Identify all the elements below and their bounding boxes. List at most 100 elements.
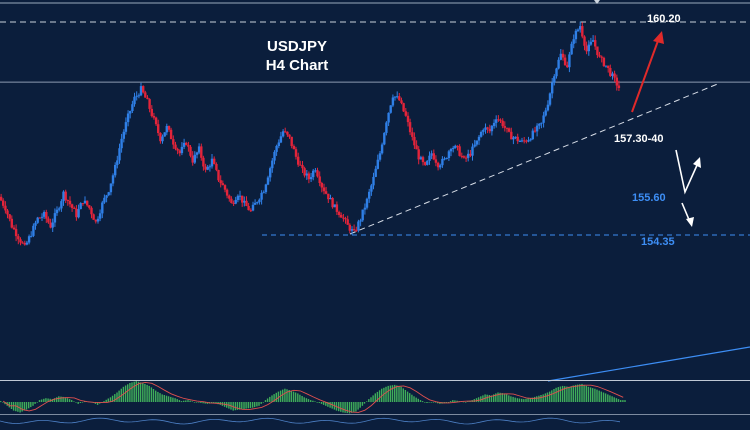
candle-body bbox=[294, 149, 298, 157]
chart-subtitle: H4 Chart bbox=[266, 57, 329, 74]
oscillator-bar bbox=[254, 402, 256, 408]
candle-body bbox=[503, 126, 506, 128]
oscillator-bar bbox=[602, 392, 605, 402]
oscillator-bar bbox=[8, 402, 10, 408]
candle-body bbox=[574, 30, 578, 40]
candle-body bbox=[443, 158, 446, 160]
candle-body bbox=[118, 148, 121, 161]
candle-body bbox=[591, 40, 595, 42]
oscillator-bar bbox=[148, 385, 150, 402]
candle-body bbox=[225, 189, 229, 196]
oscillator-bar bbox=[260, 402, 262, 404]
candle-body bbox=[19, 239, 22, 243]
candle-body bbox=[159, 133, 162, 142]
oscillator-bar bbox=[404, 390, 407, 402]
candle-body bbox=[557, 59, 560, 69]
oscillator-bar bbox=[396, 385, 398, 402]
oscillator-bar bbox=[178, 400, 181, 402]
candle-body bbox=[576, 29, 580, 31]
candle-body bbox=[163, 132, 166, 137]
candle-body bbox=[469, 153, 472, 156]
candle-body bbox=[462, 156, 466, 158]
candle-body bbox=[421, 157, 425, 163]
oscillator-bar bbox=[124, 385, 127, 402]
candle-body bbox=[114, 165, 117, 176]
oscillator-bar bbox=[127, 384, 129, 402]
candle-body bbox=[103, 197, 106, 203]
candle-body bbox=[243, 200, 246, 203]
candle-body bbox=[417, 149, 420, 160]
candle-body bbox=[312, 170, 315, 178]
oscillator-bar bbox=[467, 401, 469, 402]
candle-body bbox=[415, 145, 418, 150]
oscillator-bar bbox=[428, 402, 430, 403]
oscillator-bar bbox=[155, 390, 157, 402]
candle-body bbox=[551, 82, 554, 94]
zigzag-arrowhead bbox=[693, 157, 701, 168]
candle-body bbox=[277, 142, 280, 146]
oscillator-bar bbox=[406, 391, 409, 403]
oscillator-bar bbox=[378, 390, 381, 402]
candle-body bbox=[92, 214, 95, 220]
oscillator-bar bbox=[499, 392, 501, 402]
candle-body bbox=[441, 158, 444, 166]
oscillator-bar bbox=[139, 382, 142, 402]
oscillator-bar bbox=[43, 398, 45, 402]
oscillator-bar bbox=[523, 399, 525, 402]
oscillator-bar bbox=[480, 396, 482, 402]
oscillator-bar bbox=[439, 402, 441, 404]
candle-body bbox=[301, 165, 304, 169]
candle-body bbox=[540, 122, 543, 124]
candle-body bbox=[154, 117, 158, 125]
oscillator-bar bbox=[456, 400, 458, 402]
candle-body bbox=[411, 132, 414, 137]
candle-body bbox=[238, 195, 242, 197]
candle-body bbox=[400, 100, 403, 104]
oscillator-bar bbox=[180, 401, 183, 403]
candle-body bbox=[126, 113, 130, 123]
oscillator-bar bbox=[385, 386, 387, 402]
oscillator-bar bbox=[114, 394, 116, 402]
candle-body bbox=[514, 136, 517, 138]
level-labels: 160.20 157.30-40 155.60 154.35 bbox=[614, 13, 681, 248]
oscillator-bar bbox=[137, 381, 140, 402]
oscillator-bar bbox=[241, 402, 243, 410]
candle-body bbox=[333, 204, 336, 208]
candle-body bbox=[436, 162, 440, 168]
oscillator-bar bbox=[284, 388, 286, 402]
oscillator-bar bbox=[170, 396, 172, 402]
candle-body bbox=[337, 211, 341, 215]
oscillator-bar bbox=[264, 400, 267, 402]
oscillator-bar bbox=[490, 395, 493, 402]
candle-body bbox=[340, 215, 343, 218]
candle-body bbox=[101, 202, 104, 214]
oscillator-bar bbox=[256, 402, 258, 407]
long-term-trendline bbox=[547, 346, 750, 382]
oscillator-bar bbox=[4, 402, 6, 405]
oscillator-bar bbox=[387, 385, 389, 402]
candle-body bbox=[148, 99, 151, 109]
candle-body bbox=[490, 125, 494, 132]
candle-body bbox=[486, 127, 489, 129]
candle-body bbox=[516, 136, 519, 142]
candle-body bbox=[17, 236, 20, 240]
candle-body bbox=[497, 119, 500, 121]
chart-title: USDJPY bbox=[267, 38, 327, 55]
oscillator-bar bbox=[402, 388, 404, 402]
candle-body bbox=[260, 192, 263, 200]
oscillator-bar bbox=[527, 398, 529, 402]
oscillator-bar bbox=[587, 386, 590, 402]
oscillator-bar bbox=[503, 393, 506, 402]
oscillator-bar bbox=[301, 396, 303, 402]
candle-body bbox=[387, 112, 390, 123]
oscillator-bar bbox=[357, 402, 359, 410]
oscillator-bar bbox=[215, 402, 217, 404]
candle-body bbox=[83, 200, 87, 204]
candle-body bbox=[133, 96, 136, 105]
oscillator-bar bbox=[105, 399, 107, 402]
candle-body bbox=[131, 104, 134, 111]
oscillator-bar bbox=[348, 402, 351, 414]
candle-body bbox=[357, 221, 360, 231]
oscillator-bar bbox=[275, 392, 277, 402]
oscillator-bar bbox=[568, 386, 570, 402]
